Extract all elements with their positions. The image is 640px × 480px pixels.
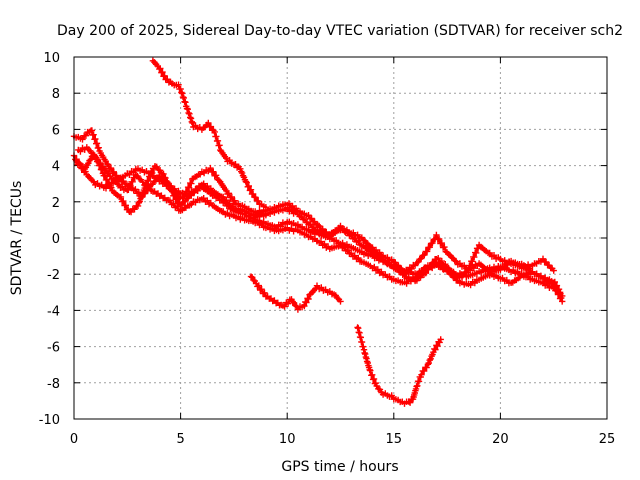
x-tick-label: 15 — [386, 432, 403, 447]
series-trace — [72, 128, 556, 274]
y-tick-label: -8 — [47, 377, 60, 392]
y-tick-label: 4 — [52, 160, 60, 175]
y-tick-label: 10 — [43, 51, 60, 66]
series-track-f — [247, 273, 344, 313]
series-track-e — [149, 57, 270, 211]
data-series — [70, 57, 566, 407]
x-tick-label: 25 — [599, 432, 616, 447]
x-tick-label: 10 — [279, 432, 296, 447]
plot-frame — [73, 56, 608, 420]
y-tick-label: -10 — [39, 413, 60, 428]
chart-title: Day 200 of 2025, Sidereal Day-to-day VTE… — [57, 23, 623, 39]
y-tick-label: -2 — [47, 268, 60, 283]
series-markers — [149, 57, 270, 211]
series-markers — [70, 127, 557, 277]
y-tick-label: 6 — [52, 123, 60, 138]
series-markers — [247, 273, 344, 313]
y-tick-label: 2 — [52, 196, 60, 211]
series-track-d — [70, 127, 557, 277]
x-tick-label: 0 — [70, 432, 78, 447]
x-tick-label: 5 — [176, 432, 184, 447]
series-track-c — [72, 152, 564, 296]
x-tick-label: 20 — [492, 432, 509, 447]
tick-labels: 0 5 10 15 20 25 -10 -8 -6 -4 -2 0 2 4 6 8 10 — [39, 51, 616, 447]
y-axis-label: SDTVAR / TECUs — [9, 181, 25, 296]
series-markers — [72, 152, 564, 296]
y-tick-label: 0 — [52, 232, 60, 247]
x-axis-label: GPS time / hours — [281, 459, 398, 475]
y-tick-label: 8 — [52, 87, 60, 102]
y-tick-label: -6 — [47, 341, 60, 356]
grid — [74, 57, 607, 419]
series-track-g — [354, 324, 444, 407]
series-markers — [354, 324, 444, 407]
y-tick-label: -4 — [47, 304, 60, 319]
